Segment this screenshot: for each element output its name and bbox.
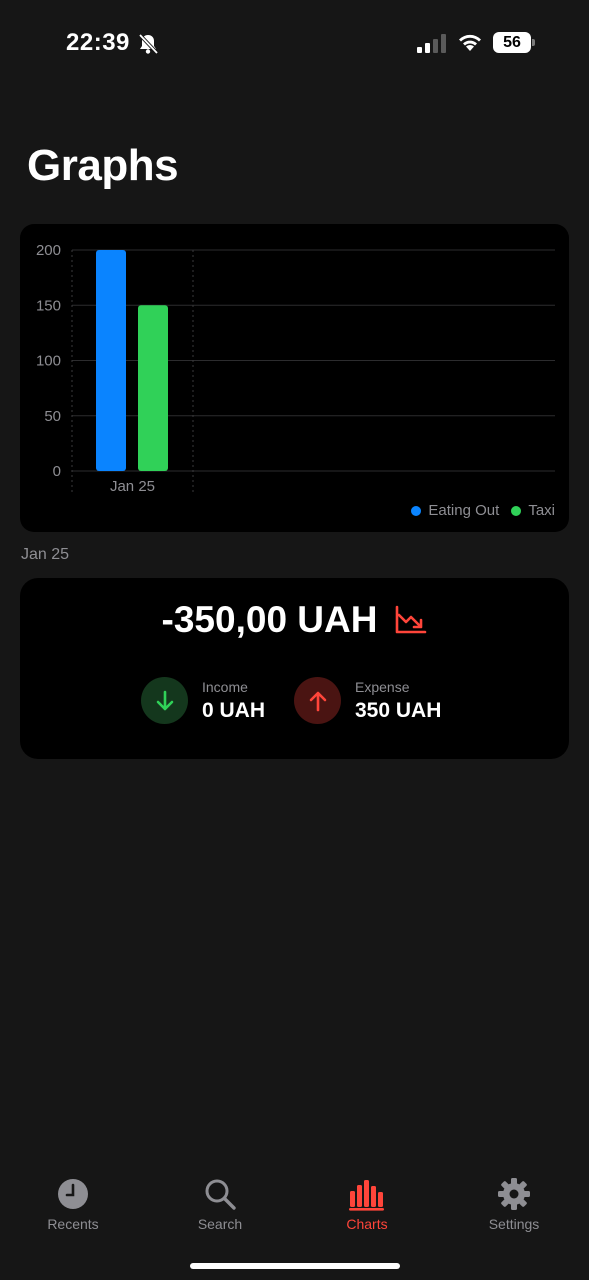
bar-taxi <box>138 305 168 471</box>
status-time: 22:39 <box>66 29 130 57</box>
income-value: 0 UAH <box>202 699 265 723</box>
search-icon <box>203 1177 237 1211</box>
battery-indicator: 56 <box>493 32 535 54</box>
bell-muted-icon <box>137 33 159 55</box>
tab-label-search: Search <box>160 1216 280 1232</box>
status-bar: 22:39 56 <box>0 0 589 88</box>
tab-recents[interactable]: Recents <box>13 1170 133 1232</box>
x-tick-label: Jan 25 <box>110 478 155 495</box>
bar-eating-out <box>96 250 126 471</box>
bar-chart: 0 50 100 150 200 Jan 25 <box>20 224 569 532</box>
y-tick-label: 100 <box>36 353 61 370</box>
total-amount: -350,00 UAH <box>162 599 378 641</box>
arrow-up-icon <box>307 689 329 713</box>
expense-stat: Expense 350 UAH <box>294 677 441 724</box>
gear-icon <box>497 1177 531 1211</box>
battery-level: 56 <box>493 32 531 53</box>
cell-signal-icon <box>417 33 447 53</box>
tab-bar: Recents Search Charts <box>0 1170 589 1240</box>
income-stat: Income 0 UAH <box>141 677 265 724</box>
legend-label-taxi: Taxi <box>528 502 555 519</box>
summary-card: -350,00 UAH Income 0 UAH Expense 350 UAH <box>20 578 569 759</box>
chart-icon <box>349 1177 385 1211</box>
arrow-down-icon <box>154 689 176 713</box>
legend-item-taxi: Taxi <box>511 502 555 519</box>
y-tick-label: 150 <box>36 297 61 314</box>
tab-label-settings: Settings <box>454 1216 574 1232</box>
tab-label-charts: Charts <box>307 1216 427 1232</box>
expense-circle <box>294 677 341 724</box>
chart-card[interactable]: 0 50 100 150 200 Jan 25 Eating Out Taxi <box>20 224 569 532</box>
home-indicator <box>190 1263 400 1269</box>
legend-dot-taxi <box>511 506 521 516</box>
income-circle <box>141 677 188 724</box>
income-label: Income <box>202 679 265 695</box>
wifi-icon <box>456 31 484 53</box>
y-tick-label: 0 <box>53 463 61 480</box>
clock-icon <box>56 1177 90 1211</box>
tab-charts[interactable]: Charts <box>307 1170 427 1232</box>
legend-item-eating-out: Eating Out <box>411 502 499 519</box>
tab-settings[interactable]: Settings <box>454 1170 574 1232</box>
chart-legend: Eating Out Taxi <box>411 502 555 519</box>
tab-search[interactable]: Search <box>160 1170 280 1232</box>
section-date: Jan 25 <box>21 546 69 564</box>
legend-label-eating-out: Eating Out <box>428 502 499 519</box>
trend-down-icon <box>395 605 427 635</box>
y-tick-label: 200 <box>36 242 61 259</box>
expense-value: 350 UAH <box>355 699 441 723</box>
y-tick-label: 50 <box>44 408 61 425</box>
page-title: Graphs <box>27 141 178 191</box>
expense-label: Expense <box>355 679 441 695</box>
tab-label-recents: Recents <box>13 1216 133 1232</box>
total-row: -350,00 UAH <box>20 599 569 641</box>
legend-dot-eating-out <box>411 506 421 516</box>
